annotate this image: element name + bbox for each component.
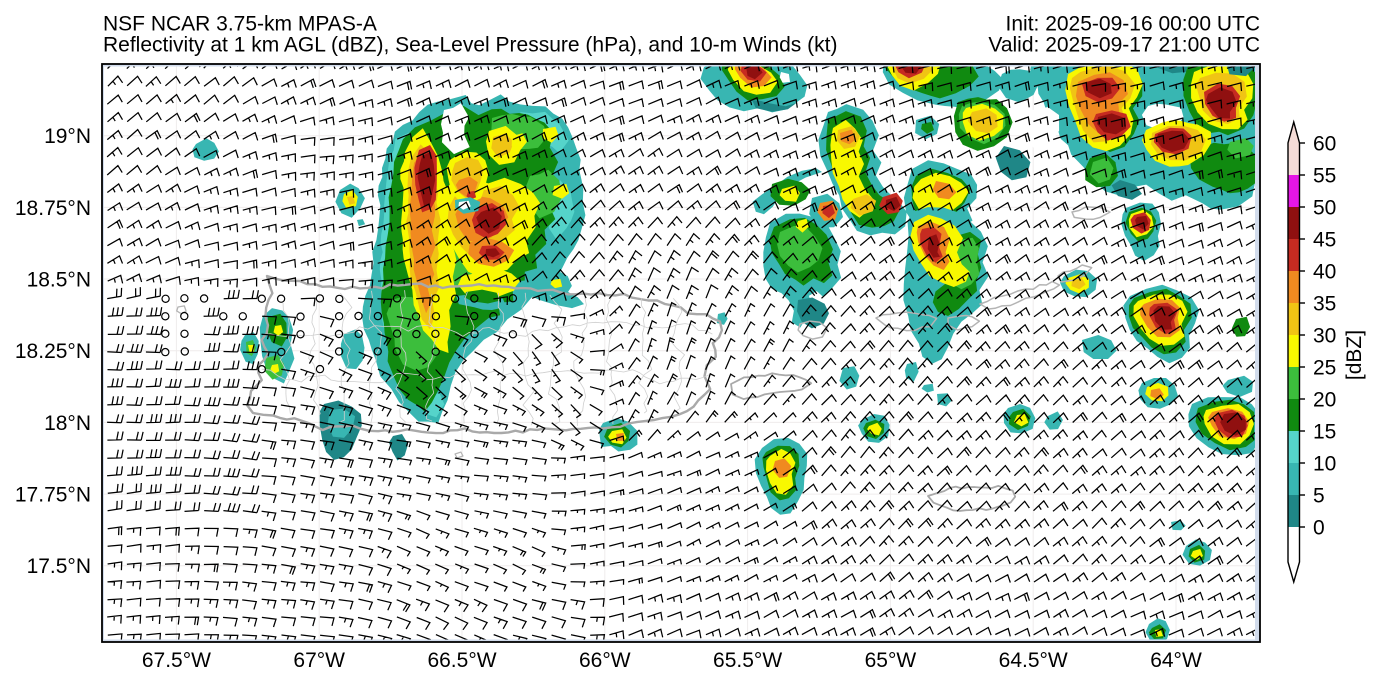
svg-text:35: 35 xyxy=(1313,293,1336,316)
svg-text:19°N: 19°N xyxy=(44,125,91,148)
svg-text:30: 30 xyxy=(1313,325,1336,348)
svg-text:Init: 2025-09-16 00:00 UTC: Init: 2025-09-16 00:00 UTC xyxy=(1006,13,1260,36)
svg-text:17.5°N: 17.5°N xyxy=(27,555,91,578)
svg-text:50: 50 xyxy=(1313,197,1336,220)
svg-text:65°W: 65°W xyxy=(865,649,917,672)
svg-text:5: 5 xyxy=(1313,485,1325,508)
svg-text:67°W: 67°W xyxy=(293,649,345,672)
svg-text:65.5°W: 65.5°W xyxy=(713,649,782,672)
svg-text:17.75°N: 17.75°N xyxy=(15,484,91,507)
svg-text:55: 55 xyxy=(1313,165,1336,188)
svg-text:40: 40 xyxy=(1313,261,1336,284)
svg-text:0: 0 xyxy=(1313,517,1325,540)
svg-text:20: 20 xyxy=(1313,389,1336,412)
svg-text:18.75°N: 18.75°N xyxy=(15,197,91,220)
svg-text:67.5°W: 67.5°W xyxy=(142,649,211,672)
svg-text:60: 60 xyxy=(1313,133,1336,156)
svg-text:10: 10 xyxy=(1313,453,1336,476)
svg-text:18.25°N: 18.25°N xyxy=(15,340,91,363)
svg-text:18.5°N: 18.5°N xyxy=(27,269,91,292)
svg-text:Valid: 2025-09-17 21:00 UTC: Valid: 2025-09-17 21:00 UTC xyxy=(988,34,1260,57)
svg-text:64°W: 64°W xyxy=(1150,649,1202,672)
svg-text:64.5°W: 64.5°W xyxy=(999,649,1068,672)
svg-text:15: 15 xyxy=(1313,421,1336,444)
svg-text:Reflectivity at 1 km AGL (dBZ): Reflectivity at 1 km AGL (dBZ), Sea-Leve… xyxy=(103,34,837,57)
svg-text:[dBZ]: [dBZ] xyxy=(1343,330,1366,380)
svg-text:66.5°W: 66.5°W xyxy=(427,649,496,672)
svg-text:45: 45 xyxy=(1313,229,1336,252)
svg-text:NSF NCAR 3.75-km MPAS-A: NSF NCAR 3.75-km MPAS-A xyxy=(103,13,377,36)
svg-text:66°W: 66°W xyxy=(579,649,631,672)
svg-text:25: 25 xyxy=(1313,357,1336,380)
svg-text:18°N: 18°N xyxy=(44,412,91,435)
